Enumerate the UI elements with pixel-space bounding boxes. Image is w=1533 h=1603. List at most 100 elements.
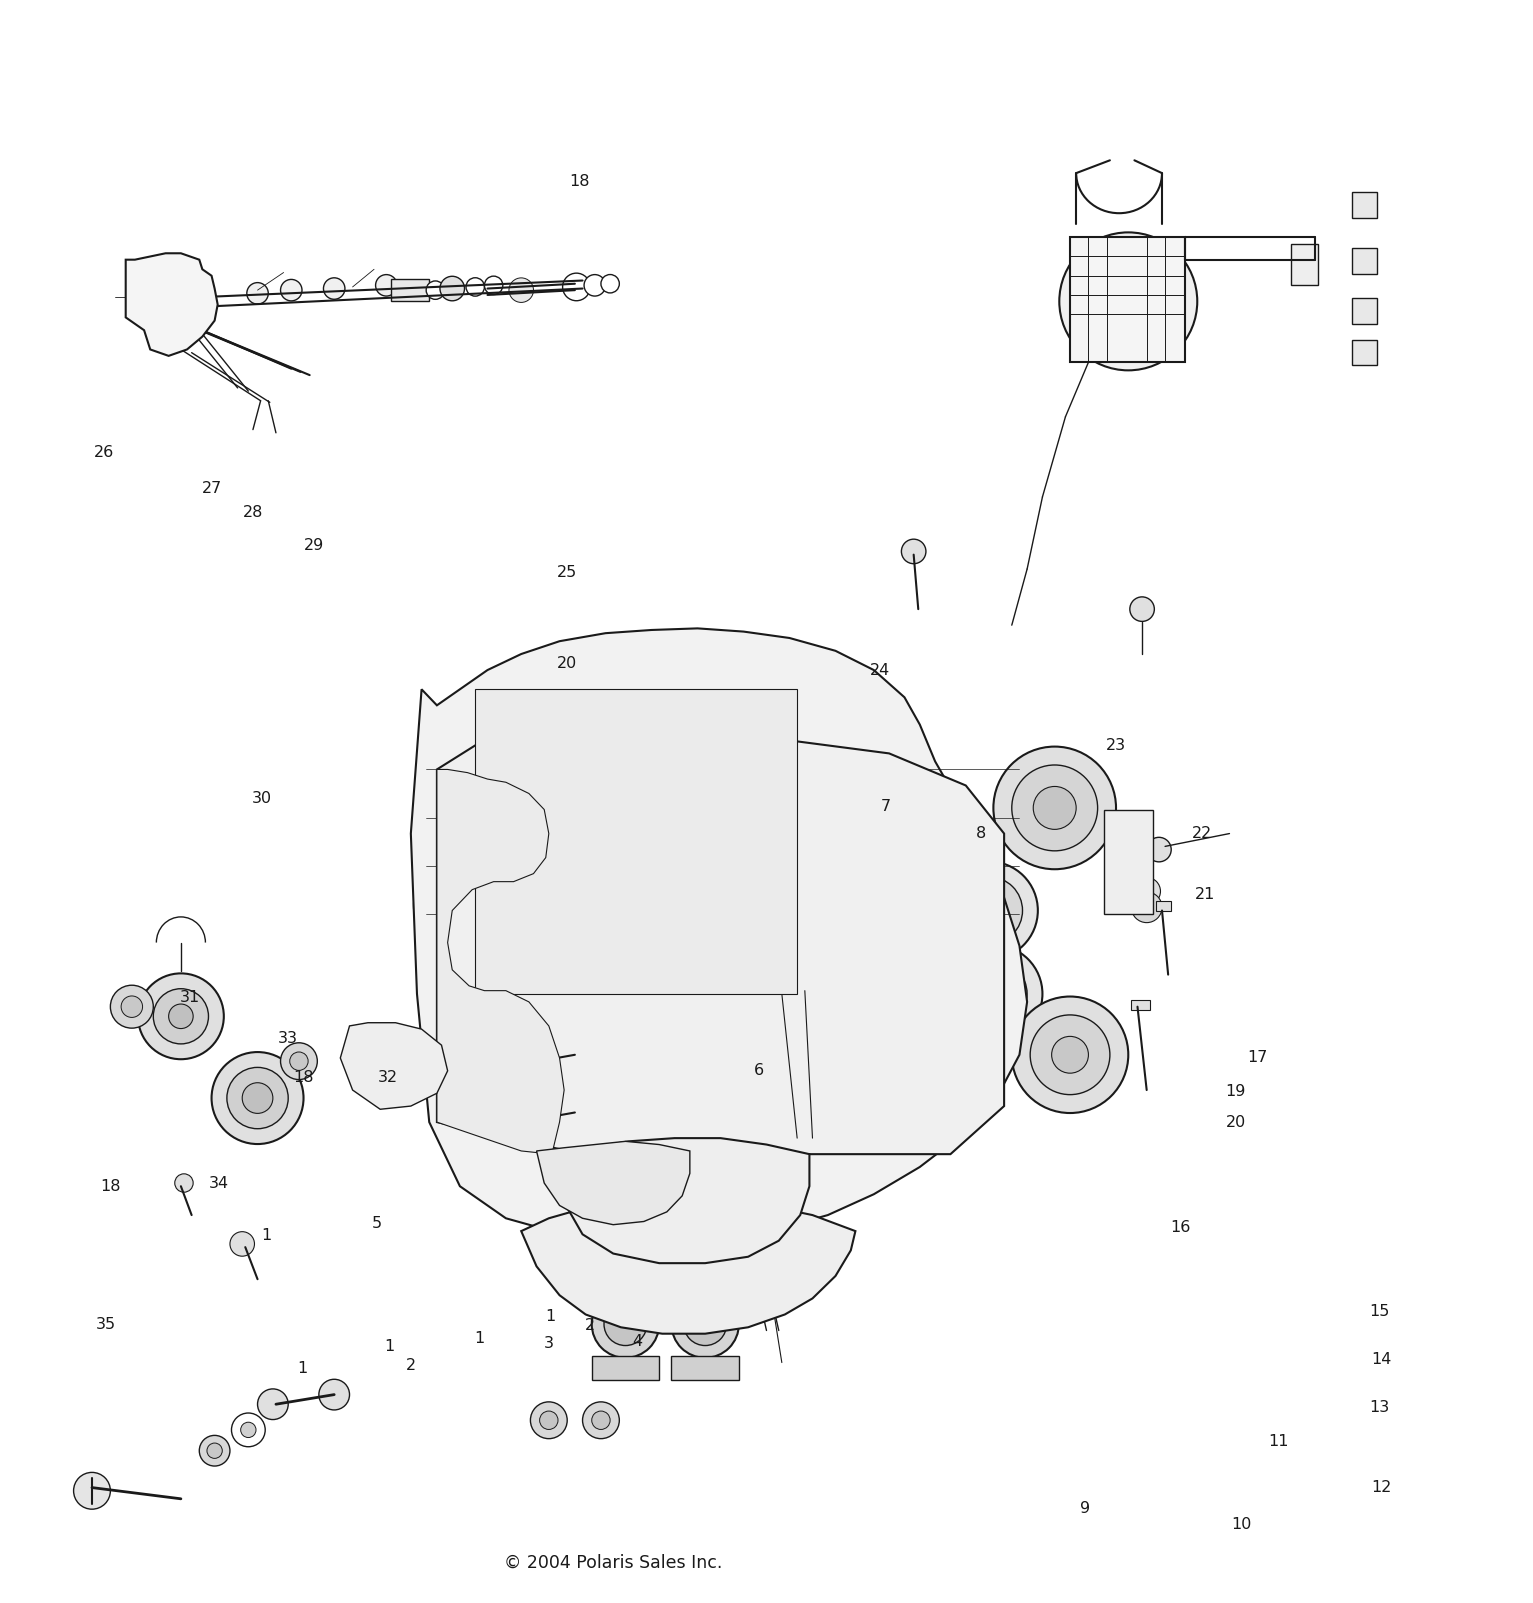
Circle shape (1131, 891, 1162, 923)
Circle shape (1030, 1015, 1110, 1095)
Text: 11: 11 (1268, 1433, 1289, 1449)
Text: 25: 25 (556, 564, 578, 580)
Text: 6: 6 (754, 1063, 763, 1079)
Polygon shape (521, 1199, 855, 1334)
Circle shape (960, 960, 1027, 1028)
Circle shape (242, 1082, 273, 1114)
Circle shape (978, 978, 1009, 1010)
Text: 2: 2 (586, 1318, 595, 1334)
Text: 28: 28 (242, 505, 264, 521)
Polygon shape (552, 1138, 809, 1263)
Bar (1131, 1000, 1150, 1010)
Circle shape (837, 963, 935, 1063)
Circle shape (422, 965, 529, 1071)
Circle shape (671, 1290, 739, 1358)
Text: 14: 14 (1371, 1351, 1392, 1367)
Bar (1156, 901, 1171, 911)
Circle shape (281, 1044, 317, 1079)
Circle shape (644, 1010, 675, 1042)
Circle shape (563, 273, 590, 301)
Polygon shape (437, 769, 564, 1154)
Circle shape (598, 965, 721, 1087)
Text: 18: 18 (569, 173, 590, 189)
Circle shape (973, 894, 1004, 927)
Circle shape (955, 877, 1023, 944)
Text: 9: 9 (1081, 1500, 1090, 1516)
Circle shape (1059, 232, 1197, 370)
Circle shape (1052, 1037, 1088, 1072)
Polygon shape (411, 628, 1027, 1242)
Circle shape (855, 983, 917, 1044)
Bar (1352, 298, 1377, 324)
Circle shape (230, 1231, 254, 1257)
Circle shape (1012, 765, 1098, 851)
Circle shape (684, 1303, 727, 1345)
Circle shape (1130, 596, 1154, 622)
Circle shape (625, 992, 693, 1060)
Circle shape (590, 1234, 630, 1273)
Text: © 2004 Polaris Sales Inc.: © 2004 Polaris Sales Inc. (504, 1553, 722, 1573)
Circle shape (710, 1242, 731, 1265)
Circle shape (599, 1242, 621, 1265)
Circle shape (1125, 862, 1144, 882)
Circle shape (323, 277, 345, 300)
Circle shape (1116, 854, 1153, 890)
Circle shape (247, 282, 268, 305)
Text: 27: 27 (201, 481, 222, 497)
Circle shape (1012, 997, 1128, 1112)
Bar (1352, 248, 1377, 274)
Circle shape (231, 1412, 265, 1448)
Circle shape (74, 1473, 110, 1508)
Text: 1: 1 (297, 1361, 307, 1377)
Circle shape (750, 1234, 789, 1273)
Circle shape (993, 747, 1116, 869)
Circle shape (199, 1435, 230, 1467)
Circle shape (153, 989, 208, 1044)
Circle shape (1105, 279, 1151, 324)
Text: 29: 29 (304, 537, 325, 553)
Text: 22: 22 (1191, 826, 1213, 842)
Polygon shape (537, 1141, 690, 1225)
Bar (592, 1268, 659, 1292)
Circle shape (431, 869, 504, 943)
Text: 18: 18 (293, 1069, 314, 1085)
Circle shape (1082, 255, 1174, 348)
Circle shape (414, 853, 521, 959)
Text: 7: 7 (881, 798, 891, 814)
Circle shape (175, 1173, 193, 1193)
Text: 18: 18 (100, 1178, 121, 1194)
Text: 12: 12 (1371, 1480, 1392, 1496)
Circle shape (701, 1234, 740, 1273)
Circle shape (319, 1379, 350, 1411)
Circle shape (759, 1242, 780, 1265)
Text: 32: 32 (377, 1069, 399, 1085)
Text: 20: 20 (556, 656, 578, 672)
Circle shape (509, 277, 533, 303)
Text: 19: 19 (1225, 1084, 1246, 1100)
Circle shape (376, 274, 397, 297)
Circle shape (138, 973, 224, 1060)
Circle shape (1033, 787, 1076, 829)
Text: 10: 10 (1231, 1516, 1252, 1532)
Circle shape (207, 1443, 222, 1459)
Text: 35: 35 (95, 1316, 117, 1332)
Text: 24: 24 (869, 662, 891, 678)
Circle shape (592, 1411, 610, 1430)
Circle shape (281, 279, 302, 301)
Bar (671, 1268, 739, 1292)
Circle shape (584, 274, 606, 297)
Text: 1: 1 (262, 1228, 271, 1244)
Text: 21: 21 (1194, 886, 1216, 902)
Bar (1352, 192, 1377, 218)
Text: 2: 2 (406, 1358, 415, 1374)
Circle shape (212, 1052, 304, 1145)
Polygon shape (475, 689, 797, 994)
Polygon shape (126, 253, 218, 356)
Text: 5: 5 (373, 1215, 382, 1231)
Circle shape (169, 1003, 193, 1029)
Circle shape (438, 981, 512, 1055)
Circle shape (540, 1411, 558, 1430)
Circle shape (258, 1388, 288, 1420)
Text: 8: 8 (977, 826, 986, 842)
Text: 30: 30 (251, 790, 273, 806)
